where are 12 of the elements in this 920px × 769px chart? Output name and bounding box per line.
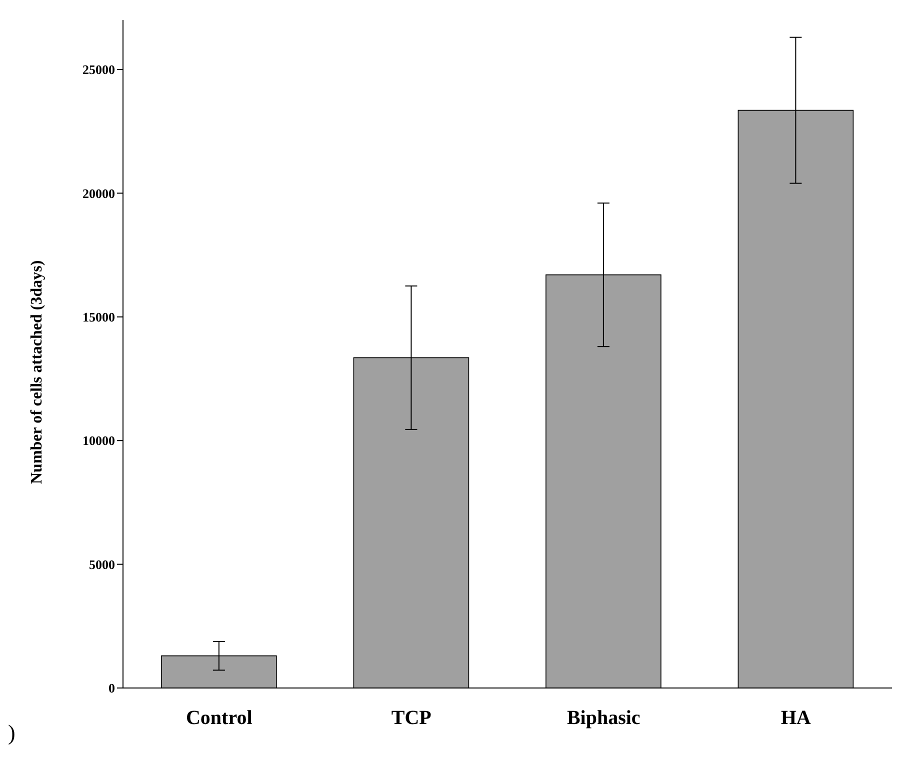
x-tick-label: Biphasic [566,707,640,730]
y-tick-label: 25000 [82,62,115,78]
y-tick-label: 10000 [82,433,115,448]
x-tick-label: HA [780,707,812,730]
x-tick-label: Control [186,707,253,730]
y-axis-title: Number of cells attached (3days) [28,260,46,484]
x-tick-label: TCP [391,707,432,730]
y-tick-label: 0 [108,680,115,696]
y-tick-label: 15000 [82,310,115,325]
text: ) [8,720,16,746]
y-tick-label: 20000 [82,186,115,201]
y-tick-label: 5000 [89,556,115,572]
